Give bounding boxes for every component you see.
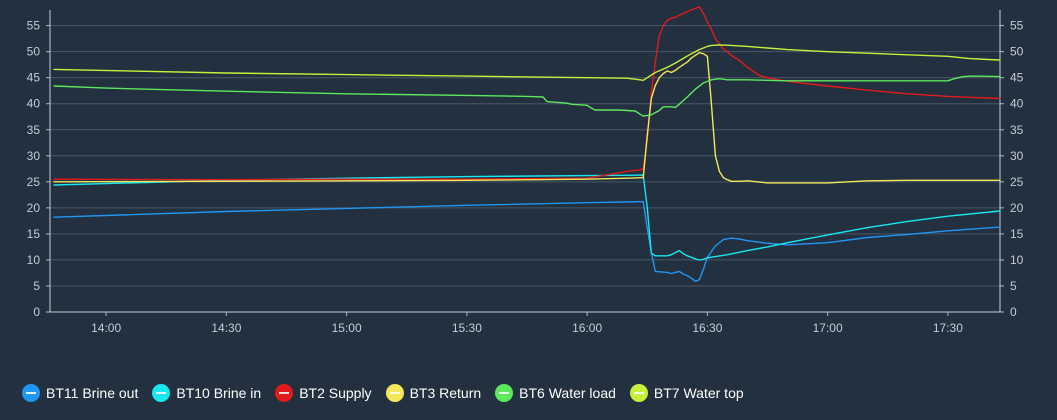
y-tick-label-right: 20 xyxy=(1010,201,1024,215)
y-tick-label-right: 35 xyxy=(1010,123,1024,137)
y-tick-label-right: 40 xyxy=(1010,97,1024,111)
x-tick-label: 17:30 xyxy=(933,321,963,335)
series-line-6 xyxy=(53,44,1001,82)
x-tick-label: 16:00 xyxy=(572,321,602,335)
x-tick-label: 17:00 xyxy=(813,321,843,335)
legend-label: BT2 Supply xyxy=(299,385,372,401)
legend-item-2[interactable]: BT10 Brine in xyxy=(152,384,261,402)
legend-item-4[interactable]: BT3 Return xyxy=(385,384,482,402)
y-tick-label: 5 xyxy=(33,279,40,293)
legend-label: BT6 Water load xyxy=(519,385,616,401)
legend-swatch-icon xyxy=(495,384,514,402)
y-tick-label-right: 55 xyxy=(1010,19,1024,33)
y-tick-label: 10 xyxy=(27,253,41,267)
legend-item-3[interactable]: BT2 Supply xyxy=(275,384,372,402)
series-lines xyxy=(53,6,1001,282)
legend-item-1[interactable]: BT11 Brine out xyxy=(22,384,138,402)
y-tick-label-right: 10 xyxy=(1010,253,1024,267)
y-tick-label: 50 xyxy=(27,45,41,59)
legend-label: BT3 Return xyxy=(409,385,482,401)
y-tick-label: 20 xyxy=(27,201,41,215)
x-tick-label: 15:00 xyxy=(332,321,362,335)
y-tick-label: 30 xyxy=(27,149,41,163)
chart-legend: BT11 Brine out BT10 Brine in BT2 Supply BT3… xyxy=(22,384,744,402)
legend-swatch-icon xyxy=(275,384,294,402)
legend-label: BT11 Brine out xyxy=(46,385,139,401)
gridlines xyxy=(50,25,1000,287)
y-tick-label-right: 30 xyxy=(1010,149,1024,163)
y-tick-label: 15 xyxy=(27,227,41,241)
series-line-3 xyxy=(53,6,1001,181)
series-line-4 xyxy=(53,52,1001,184)
legend-label: BT7 Water top xyxy=(653,385,744,401)
y-tick-label-right: 45 xyxy=(1010,71,1024,85)
y-tick-label-right: 15 xyxy=(1010,227,1024,241)
legend-swatch-icon xyxy=(152,384,171,402)
legend-item-5[interactable]: BT6 Water load xyxy=(495,384,616,402)
y-tick-label: 0 xyxy=(33,305,40,319)
y-tick-label: 25 xyxy=(27,175,41,189)
legend-swatch-icon xyxy=(629,384,648,402)
series-line-5 xyxy=(53,75,1001,117)
series-line-2 xyxy=(53,174,1001,261)
x-tick-label: 14:00 xyxy=(91,321,121,335)
legend-swatch-icon xyxy=(385,384,404,402)
y-tick-label: 40 xyxy=(27,97,41,111)
y-tick-label-right: 0 xyxy=(1010,305,1017,319)
x-tick-label: 16:30 xyxy=(692,321,722,335)
y-tick-label: 45 xyxy=(27,71,41,85)
series-line-1 xyxy=(53,200,1001,282)
legend-label: BT10 Brine in xyxy=(176,385,262,401)
y-tick-label-right: 5 xyxy=(1010,279,1017,293)
legend-item-6[interactable]: BT7 Water top xyxy=(629,384,744,402)
y-tick-label-right: 50 xyxy=(1010,45,1024,59)
x-tick-label: 15:30 xyxy=(452,321,482,335)
y-tick-label-right: 25 xyxy=(1010,175,1024,189)
y-tick-label: 35 xyxy=(27,123,41,137)
x-tick-label: 14:30 xyxy=(211,321,241,335)
y-tick-label: 55 xyxy=(27,19,41,33)
legend-swatch-icon xyxy=(22,384,40,402)
